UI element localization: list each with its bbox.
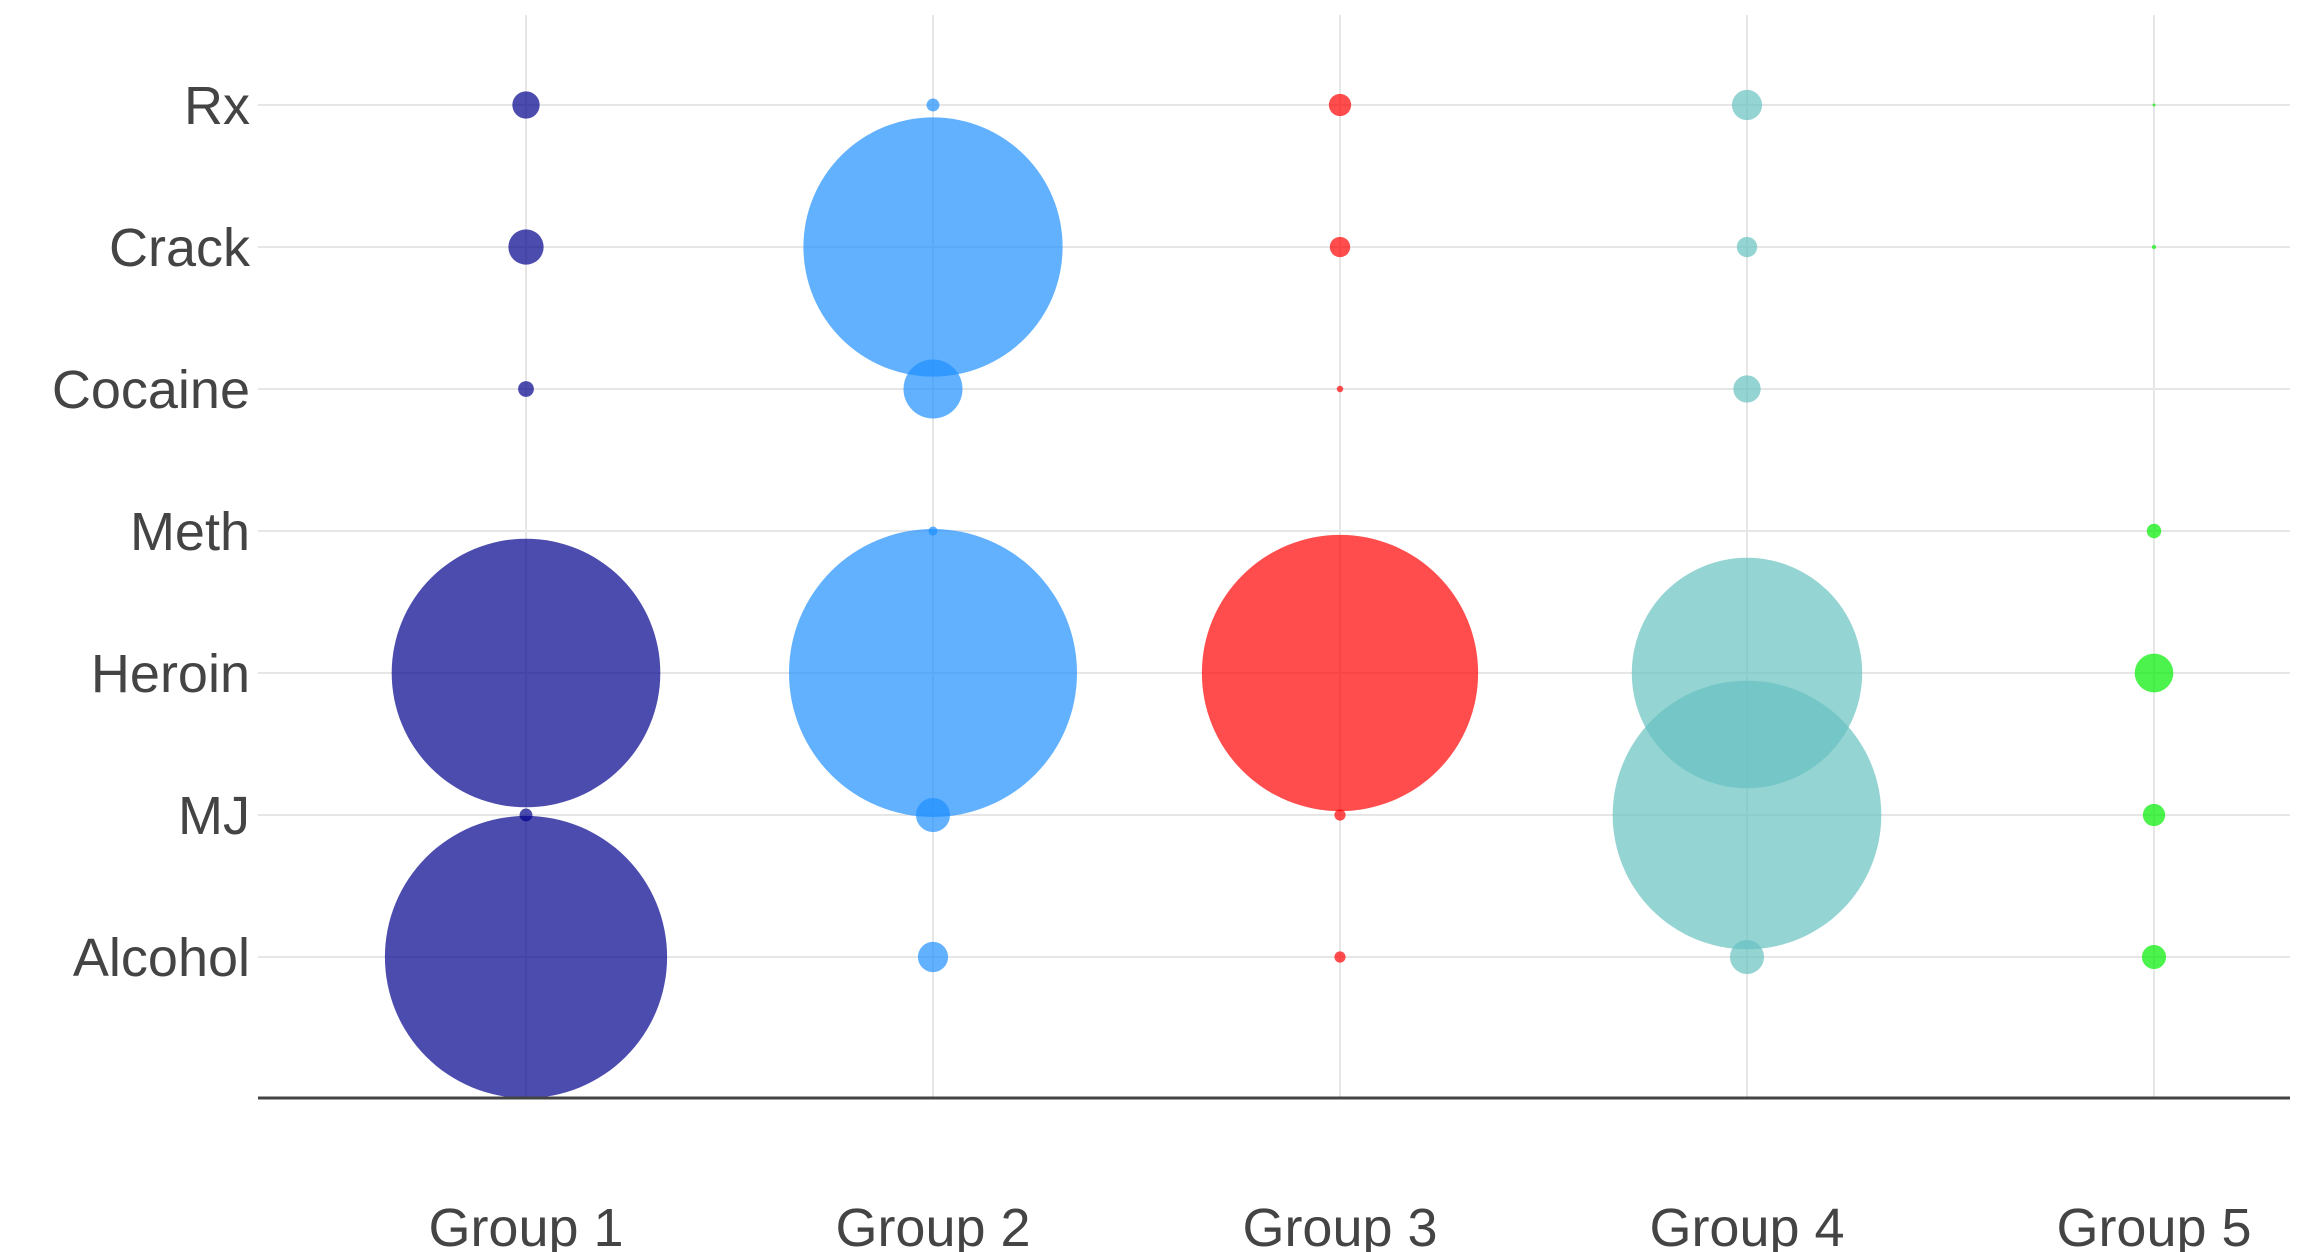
bubble-layer xyxy=(384,89,2174,1099)
bubble-group-2-crack xyxy=(803,117,1063,377)
bubble-group-3-rx xyxy=(1328,93,1352,117)
bubble-group-4-heroin xyxy=(1631,557,1863,789)
bubble-group-5-rx xyxy=(2152,103,2156,107)
y-tick-label: MJ xyxy=(178,786,250,846)
bubble-group-4-crack xyxy=(1736,236,1758,258)
bubble-group-3-cocaine xyxy=(1336,385,1344,393)
bubble-group-5-heroin xyxy=(2134,653,2174,693)
y-tick-label: Cocaine xyxy=(52,360,250,420)
x-tick-label: Group 4 xyxy=(1649,1198,1844,1252)
x-tick-label: Group 2 xyxy=(835,1198,1030,1252)
bubble-group-5-crack xyxy=(2151,244,2157,250)
x-tick-label: Group 5 xyxy=(2056,1198,2251,1252)
x-tick-label: Group 1 xyxy=(428,1198,623,1252)
bubble-group-1-mj xyxy=(519,808,533,822)
bubble-group-4-alcohol xyxy=(1729,939,1765,975)
bubble-group-2-heroin xyxy=(789,529,1077,817)
bubble-group-5-mj xyxy=(2142,803,2166,827)
y-axis-tick-labels: Alcohol MJ Heroin Meth Cocaine Crack Rx xyxy=(52,76,251,988)
y-tick-label: Alcohol xyxy=(73,928,250,988)
bubble-group-2-rx xyxy=(926,98,940,112)
y-tick-label: Meth xyxy=(130,502,250,562)
y-tick-label: Crack xyxy=(109,218,251,278)
bubble-group-1-heroin xyxy=(391,538,661,808)
bubble-group-2-alcohol xyxy=(917,941,949,973)
bubble-group-2-meth xyxy=(928,526,938,536)
bubble-group-1-crack xyxy=(508,229,544,265)
bubble-group-5-meth xyxy=(2146,523,2162,539)
y-tick-label: Heroin xyxy=(91,644,250,704)
bubble-group-3-mj xyxy=(1334,809,1346,821)
bubble-group-1-alcohol xyxy=(384,815,668,1099)
bubble-group-1-rx xyxy=(512,91,540,119)
bubble-group-1-cocaine xyxy=(518,381,534,397)
y-tick-label: Rx xyxy=(184,76,250,136)
x-tick-label: Group 3 xyxy=(1242,1198,1437,1252)
bubble-group-3-alcohol xyxy=(1334,951,1346,963)
bubble-group-2-cocaine xyxy=(903,359,963,419)
bubble-group-2-mj xyxy=(915,797,951,833)
bubble-group-5-alcohol xyxy=(2141,944,2167,970)
x-axis-tick-labels: Group 1 Group 2 Group 3 Group 4 Group 5 xyxy=(428,1198,2251,1252)
bubble-group-4-rx xyxy=(1731,89,1763,121)
bubble-group-3-crack xyxy=(1329,236,1351,258)
bubble-group-4-cocaine xyxy=(1733,375,1761,403)
bubble-group-3-heroin xyxy=(1201,534,1479,812)
